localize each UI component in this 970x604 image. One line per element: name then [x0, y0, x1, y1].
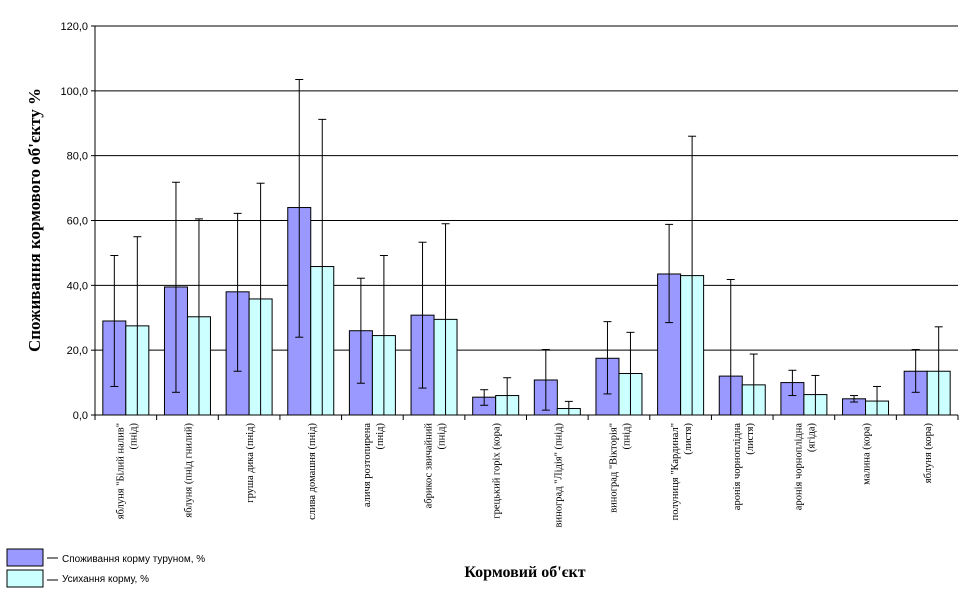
category-label: аронія чорноплідна: [732, 423, 743, 511]
legend-label-consumption: Споживання корму туруном, %: [62, 554, 205, 565]
x-axis: [94, 414, 959, 420]
legend-swatch-drying: [6, 569, 44, 588]
category-label: (пнід): [437, 423, 448, 450]
y-tick-label: 100,0: [60, 86, 88, 98]
y-tick-label: 120,0: [60, 21, 88, 33]
category-label: (листя): [745, 423, 756, 455]
category-label: аличя розтопирена: [362, 423, 373, 507]
legend-label-drying: Усихання корму, %: [62, 574, 149, 585]
category-label: (пнід): [128, 423, 139, 450]
category-label: (пнід): [375, 423, 386, 450]
y-tick-label: 80,0: [67, 151, 88, 163]
y-axis: 0,0 20,0 40,0 60,0 80,0 100,0 120,0: [60, 21, 96, 422]
y-tick-label: 20,0: [67, 345, 88, 357]
y-tick-label: 60,0: [67, 216, 88, 228]
error-bars: [110, 78, 943, 415]
category-label: груша дика (пнід): [245, 423, 256, 503]
y-tick-label: 40,0: [67, 280, 88, 292]
category-label: (ягіда): [806, 423, 817, 453]
category-label: полуниця "Кардинал": [670, 423, 681, 520]
y-axis-title: Споживання кормового об'єкту %: [25, 88, 44, 352]
x-axis-title: Кормовий об'єкт: [464, 564, 585, 581]
category-label: слива домашня (пнід): [307, 423, 318, 520]
legend: Споживання корму туруном, % Усихання кор…: [6, 548, 205, 588]
category-label: абрикос звичайний: [424, 423, 435, 509]
category-label: яблуня "Білий налив": [115, 423, 126, 519]
category-label: яблуня (кора): [923, 423, 934, 484]
category-label: яблуня (пнід гнилий): [183, 423, 194, 518]
y-tick-label: 0,0: [73, 410, 88, 422]
bars: [102, 207, 951, 416]
category-label: виноград "Лідія" (пнід): [553, 423, 564, 528]
category-label: грецький горіх (кора): [492, 423, 503, 519]
category-label: аронія чорноплідна: [793, 423, 804, 511]
category-label: (листя): [683, 423, 694, 455]
legend-swatch-consumption: [6, 548, 44, 567]
category-label: малина (кора): [862, 422, 873, 484]
category-labels: яблуня "Білий налив" (пнід) яблуня (пнід г…: [115, 422, 934, 527]
category-label: виноград "Вікторія": [608, 423, 619, 513]
category-label: (пнід): [621, 423, 632, 450]
gridlines: [95, 25, 958, 351]
